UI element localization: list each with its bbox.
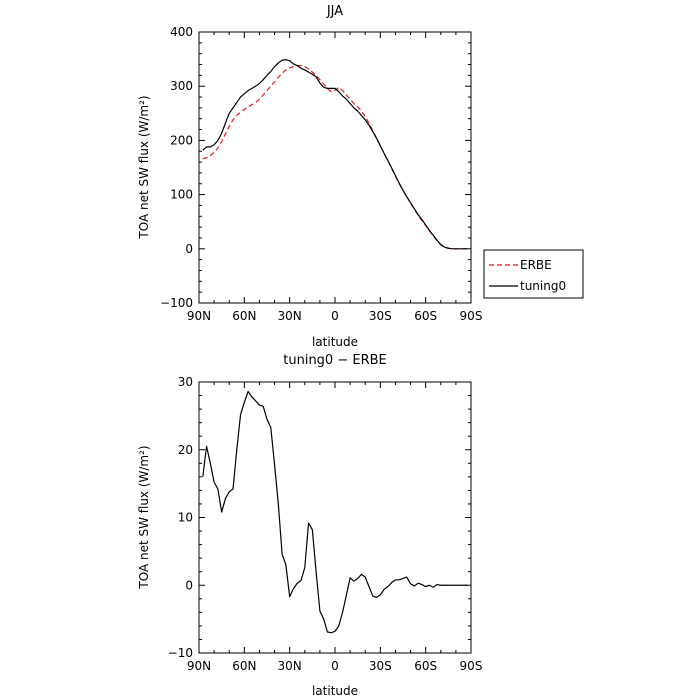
panel-bottom-chart: tuning0 − ERBE 90N 60N 30N 0 30S 60S 90S −10 0 1… [137,353,482,698]
top-series-line-tuning0 [202,59,468,250]
bottom-y-tick-label: 30 [178,375,193,389]
top-plot-frame [198,31,472,304]
top-chart-title: JJA [326,4,343,19]
bottom-y-axis-label: TOA net SW flux (W/m²) [137,445,151,589]
bottom-x-tick-label: 90S [460,659,483,673]
top-x-tick-label: 90N [187,309,211,323]
bottom-chart-title: tuning0 − ERBE [283,353,387,368]
bottom-x-tick-label: 0 [331,659,339,673]
top-x-axis-label: latitude [312,335,358,349]
top-series-line-erbe [202,65,468,250]
panel-top-chart: JJA 90N 60N 30N 0 30S 60S 90S −100 0 100 200 300 40… [137,4,584,349]
legend-box [483,249,584,299]
top-axis-ticks [198,31,472,304]
bottom-y-tick-label: 10 [178,511,193,525]
top-x-tick-label: 30N [278,309,302,323]
top-x-tick-label: 0 [331,309,339,323]
bottom-y-tick-label: 20 [178,443,193,457]
bottom-x-axis-label: latitude [312,684,358,698]
bottom-y-tick-labels: −10 0 10 20 30 [168,375,193,660]
bottom-x-tick-label: 30S [369,659,392,673]
top-y-tick-label: −100 [160,296,193,310]
bottom-x-tick-label: 90N [187,659,211,673]
top-x-tick-label: 90S [460,309,483,323]
top-x-tick-label: 60S [414,309,437,323]
top-y-tick-labels: −100 0 100 200 300 400 [160,25,193,310]
bottom-x-tick-labels: 90N 60N 30N 0 30S 60S 90S [187,659,483,673]
top-y-tick-label: 0 [185,242,193,256]
top-y-tick-label: 200 [170,133,193,147]
top-legend: ERBE tuning0 [483,249,584,299]
legend-label-erbe: ERBE [520,258,552,272]
top-y-tick-label: 300 [170,79,193,93]
top-x-tick-label: 60N [232,309,256,323]
bottom-y-tick-label: −10 [168,646,193,660]
bottom-y-tick-label: 0 [185,578,193,592]
bottom-series-line-difference [202,390,468,634]
legend-label-tuning0: tuning0 [520,279,566,293]
bottom-x-tick-label: 60S [414,659,437,673]
top-y-tick-label: 100 [170,188,193,202]
top-x-tick-labels: 90N 60N 30N 0 30S 60S 90S [187,309,483,323]
top-y-tick-label: 400 [170,25,193,39]
top-x-tick-label: 30S [369,309,392,323]
bottom-series-lines [202,390,468,634]
top-y-axis-label: TOA net SW flux (W/m²) [137,95,151,239]
bottom-plot-frame [198,381,472,654]
top-series-lines [202,59,468,250]
bottom-x-tick-label: 30N [278,659,302,673]
bottom-x-tick-label: 60N [232,659,256,673]
